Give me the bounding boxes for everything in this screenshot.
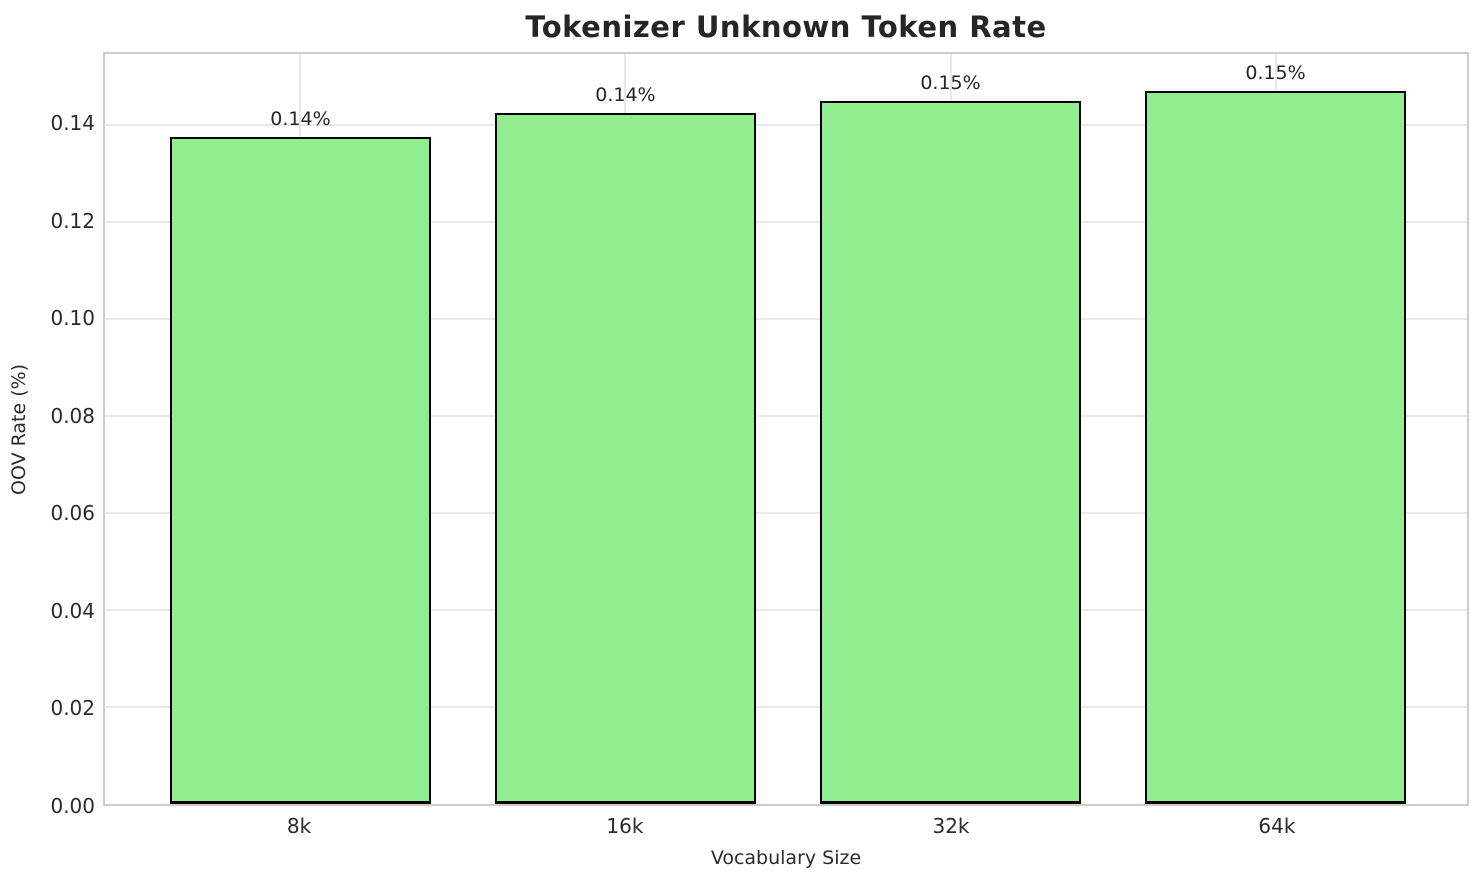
h-gridline bbox=[105, 608, 1467, 611]
h-gridline bbox=[105, 317, 1467, 320]
y-tick-label: 0.06 bbox=[50, 501, 95, 526]
y-tick-label: 0.08 bbox=[50, 403, 95, 428]
y-axis-label: OOV Rate (%) bbox=[8, 363, 30, 495]
bar-value-label: 0.14% bbox=[595, 83, 656, 106]
h-gridline bbox=[105, 511, 1467, 514]
x-tick-label: 8k bbox=[286, 814, 312, 838]
h-gridline bbox=[105, 123, 1467, 126]
x-axis-label: Vocabulary Size bbox=[710, 847, 862, 869]
x-tick-label: 64k bbox=[1258, 814, 1296, 838]
x-tick-label: 32k bbox=[932, 814, 970, 838]
x-tick-label: 16k bbox=[606, 814, 644, 838]
bar-value-label: 0.15% bbox=[1245, 61, 1306, 84]
y-tick-label: 0.04 bbox=[50, 598, 95, 623]
x-axis-ticks: 8k 16k 32k 64k bbox=[103, 814, 1469, 842]
y-axis-ticks: 0.00 0.02 0.04 0.06 0.08 0.10 0.12 0.14 bbox=[0, 52, 95, 816]
y-tick-label: 0.02 bbox=[50, 696, 95, 721]
h-gridline bbox=[105, 220, 1467, 223]
bar-32k bbox=[819, 100, 1082, 804]
plot-area: 0.14% 0.14% 0.15% 0.15% bbox=[103, 52, 1469, 806]
bar-8k bbox=[169, 136, 432, 804]
y-tick-label: 0.00 bbox=[50, 794, 95, 818]
bar-64k bbox=[1144, 90, 1407, 804]
bar-value-label: 0.14% bbox=[270, 107, 331, 130]
bar-16k bbox=[494, 112, 757, 804]
y-tick-label: 0.10 bbox=[50, 306, 95, 331]
bar-value-label: 0.15% bbox=[920, 71, 981, 94]
y-tick-label: 0.12 bbox=[50, 208, 95, 233]
h-gridline bbox=[105, 705, 1467, 708]
h-gridline bbox=[105, 414, 1467, 417]
y-tick-label: 0.14 bbox=[50, 111, 95, 136]
chart-title: Tokenizer Unknown Token Rate bbox=[525, 10, 1047, 44]
